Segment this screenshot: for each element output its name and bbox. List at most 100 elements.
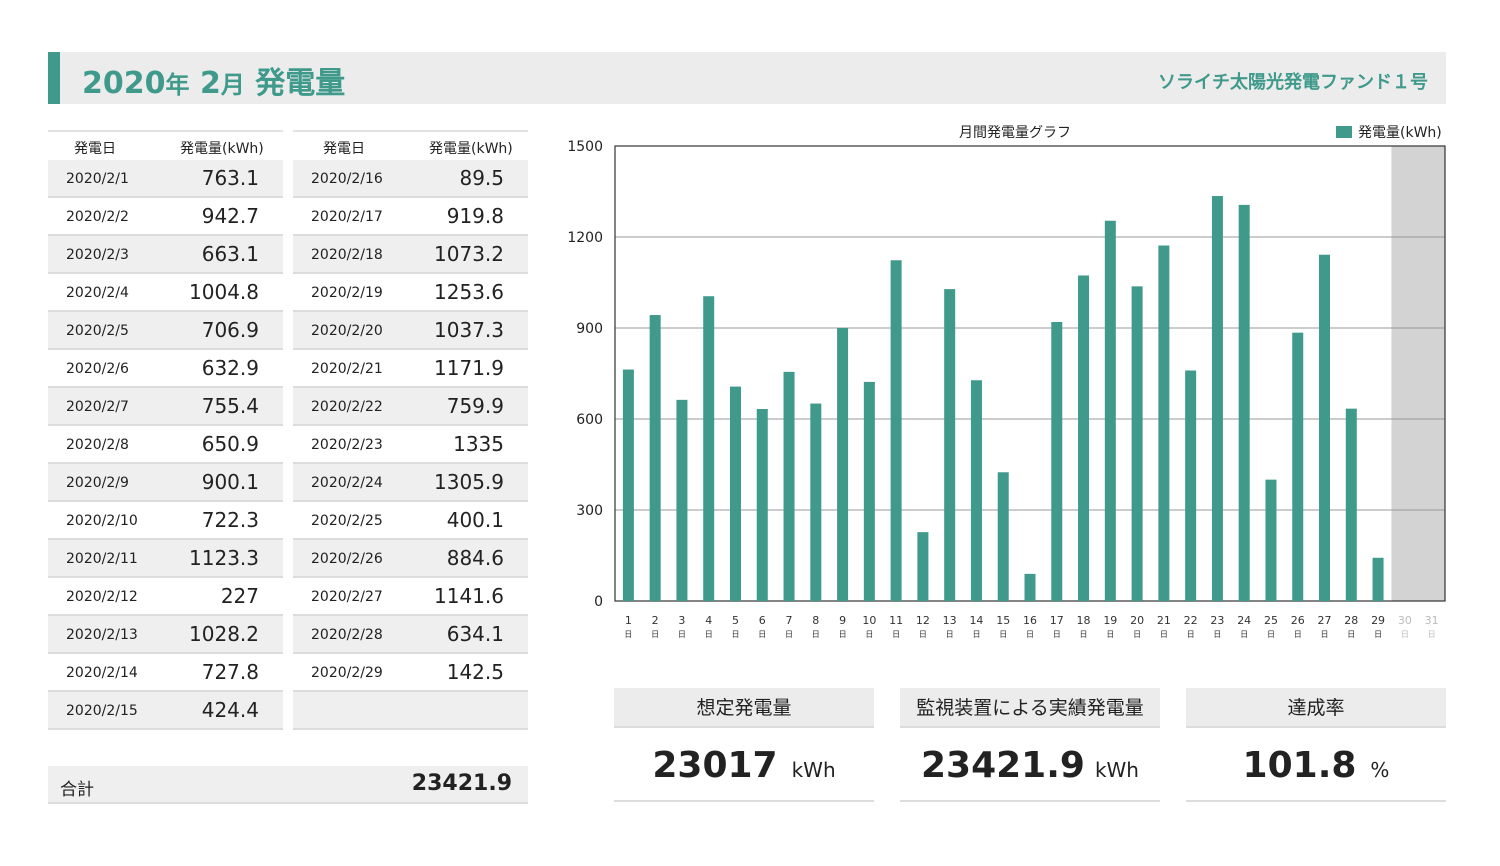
bar [1372, 557, 1384, 601]
bar [649, 315, 661, 601]
table-row: 2020/2/12 227 [48, 578, 283, 616]
x-tick-suffix: 日 [839, 630, 847, 639]
x-tick-label: 28 [1344, 614, 1358, 627]
row-value: 1123.3 [189, 546, 259, 570]
x-tick-label: 20 [1130, 614, 1144, 627]
x-tick-label: 23 [1210, 614, 1224, 627]
bar [837, 327, 849, 601]
row-value: 1028.2 [189, 622, 259, 646]
table-row: 2020/2/14 727.8 [48, 654, 283, 692]
x-tick-suffix: 日 [1428, 630, 1436, 639]
row-date: 2020/2/19 [311, 285, 383, 301]
bar [1104, 220, 1116, 601]
row-value: 755.4 [201, 394, 259, 418]
row-date: 2020/2/1 [66, 171, 129, 187]
x-tick-label: 29 [1371, 614, 1385, 627]
x-tick-suffix: 日 [1321, 630, 1329, 639]
row-value: 722.3 [201, 508, 259, 532]
row-value: 650.9 [201, 432, 259, 456]
x-tick-label: 27 [1318, 614, 1332, 627]
kpi-unit: kWh [1094, 758, 1139, 782]
x-tick-suffix: 日 [1053, 630, 1061, 639]
table-row: 2020/2/29 142.5 [293, 654, 528, 692]
table-row: 2020/2/22 759.9 [293, 388, 528, 426]
row-value: 763.1 [201, 166, 259, 190]
row-value: 634.1 [446, 622, 504, 646]
x-tick-suffix: 日 [1080, 630, 1088, 639]
table-row: 2020/2/28 634.1 [293, 616, 528, 654]
row-value: 142.5 [446, 660, 504, 684]
kpi-label: 達成率 [1186, 688, 1446, 728]
row-value: 919.8 [446, 204, 504, 228]
x-tick-suffix: 日 [651, 630, 659, 639]
row-date: 2020/2/4 [66, 285, 129, 301]
fund-name: ソライチ太陽光発電ファンド１号 [1158, 72, 1428, 93]
row-value: 424.4 [201, 698, 259, 722]
x-tick-suffix: 日 [705, 630, 713, 639]
row-value: 759.9 [446, 394, 504, 418]
row-date: 2020/2/13 [66, 627, 138, 643]
table-row [293, 692, 528, 730]
row-value: 1171.9 [434, 356, 504, 380]
bar [1345, 408, 1357, 601]
table-row: 2020/2/6 632.9 [48, 350, 283, 388]
total-label: 合計 [60, 780, 94, 800]
chart-title: 月間発電量グラフ [959, 125, 1071, 141]
daily-table-left: 発電日 発電量(kWh) 2020/2/1 763.1 2020/2/2 942.7 2… [48, 130, 283, 730]
bar [1319, 254, 1331, 601]
y-tick-label: 600 [576, 412, 603, 428]
x-tick-label: 1 [625, 614, 632, 627]
table-row: 2020/2/2 942.7 [48, 198, 283, 236]
row-date: 2020/2/25 [311, 513, 383, 529]
table-row: 2020/2/13 1028.2 [48, 616, 283, 654]
table-row: 2020/2/17 919.8 [293, 198, 528, 236]
row-date: 2020/2/3 [66, 247, 129, 263]
row-value: 942.7 [201, 204, 259, 228]
bar [1238, 204, 1250, 601]
chart-svg: 0 300 600 900 1200 1500 1 日 2 日 3 日 4 日 5 日 6 日 7 日 8 日 9 日 10 日 1… [567, 125, 1446, 639]
kpi-achievement: 達成率 101.8% [1186, 688, 1446, 804]
x-tick-suffix: 日 [785, 630, 793, 639]
x-tick-label: 31 [1425, 614, 1439, 627]
table-row: 2020/2/4 1004.8 [48, 274, 283, 312]
table-row: 2020/2/20 1037.3 [293, 312, 528, 350]
row-value: 900.1 [201, 470, 259, 494]
bar [970, 380, 982, 601]
bar [944, 289, 956, 601]
x-tick-suffix: 日 [812, 630, 820, 639]
row-date: 2020/2/7 [66, 399, 129, 415]
x-tick-label: 22 [1184, 614, 1198, 627]
table-row: 2020/2/18 1073.2 [293, 236, 528, 274]
row-date: 2020/2/27 [311, 589, 383, 605]
table-row: 2020/2/25 400.1 [293, 502, 528, 540]
row-date: 2020/2/15 [66, 703, 138, 719]
kpi-value: 23017 [652, 745, 778, 786]
row-value: 632.9 [201, 356, 259, 380]
bar [703, 296, 715, 601]
x-tick-suffix: 日 [678, 630, 686, 639]
bar [1265, 479, 1277, 601]
kpi-unit: % [1370, 758, 1390, 782]
x-tick-suffix: 日 [758, 630, 766, 639]
row-value: 400.1 [446, 508, 504, 532]
page-title: 2020年 2月 発電量 [82, 58, 345, 102]
x-tick-suffix: 日 [1026, 630, 1034, 639]
row-date: 2020/2/20 [311, 323, 383, 339]
x-tick-suffix: 日 [1240, 630, 1248, 639]
bar [1185, 370, 1197, 601]
row-value: 884.6 [446, 546, 504, 570]
x-tick-label: 11 [889, 614, 903, 627]
table-row: 2020/2/1 763.1 [48, 160, 283, 198]
x-tick-label: 5 [732, 614, 739, 627]
x-tick-suffix: 日 [972, 630, 980, 639]
table-row: 2020/2/9 900.1 [48, 464, 283, 502]
kpi-value-box: 23017 kWh [614, 728, 874, 802]
row-date: 2020/2/28 [311, 627, 383, 643]
row-value: 1305.9 [434, 470, 504, 494]
y-tick-label: 300 [576, 503, 603, 519]
bar [676, 399, 688, 601]
x-tick-label: 10 [862, 614, 876, 627]
x-tick-suffix: 日 [1267, 630, 1275, 639]
row-date: 2020/2/12 [66, 589, 138, 605]
row-date: 2020/2/2 [66, 209, 129, 225]
